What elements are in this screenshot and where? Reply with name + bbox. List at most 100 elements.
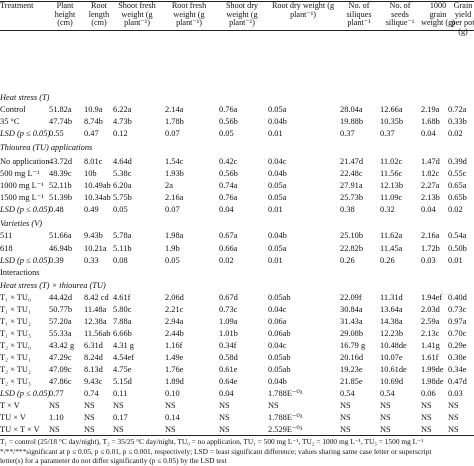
table-cell: 4.73b (113, 117, 132, 126)
table-cell: 0.76a (219, 193, 238, 202)
table-cell: 0.37 (340, 129, 355, 138)
table-cell: 0.02 (219, 256, 234, 265)
table-cell: 0.72a (448, 105, 467, 114)
table-cell: 12.38a (84, 317, 107, 326)
table-cell: 0.04 (421, 129, 436, 138)
table-cell: 4.31 g (113, 341, 134, 350)
row-label: TU × V (0, 413, 26, 422)
table-cell: 0.07 (165, 129, 180, 138)
table-cell: 8.74b (84, 117, 103, 126)
table-cell: 51.39b (49, 193, 73, 202)
table-cell: 51.82a (49, 105, 72, 114)
table-row: No application 43.72d 8.01c 4.64d 1.54c 0.42c… (0, 156, 474, 167)
column-header-line: weight (g (226, 9, 258, 19)
table-row: T₂ × TU₃ 47.86c 9.43c 5.15d 1.89d 0.64e 0.04b 2… (0, 376, 474, 387)
table-cell: 0.05 (113, 205, 128, 214)
column-header-line: Root (91, 1, 107, 10)
table-cell: 1.82c (421, 169, 440, 178)
table-cell: NS (165, 401, 176, 410)
table-cell: 1.01b (219, 329, 238, 338)
row-label: T₁ × TU₂ (0, 317, 31, 326)
section-heading: Thiourea (TU) applications (0, 143, 93, 152)
table-cell: 0.32 (380, 205, 395, 214)
column-header-grain_yield: Grain yield per pot (g) (448, 1, 474, 36)
table-cell: 11.48a (84, 305, 107, 314)
table-cell: 0.12 (113, 129, 128, 138)
table-cell: NS (380, 401, 391, 410)
table-row: 618 46.94b 10.21a 5.11b 1.9b 0.66a 0.05a 22.82b… (0, 243, 474, 254)
table-cell: 0.04 (421, 205, 436, 214)
table-cell: 0.42c (219, 157, 238, 166)
table-cell: 2.59a (421, 317, 440, 326)
table-cell: 2.44b (165, 329, 184, 338)
table-cell: 47.29c (49, 353, 72, 362)
table-cell: 19.88b (340, 117, 364, 126)
table-cell: NS (421, 425, 432, 434)
table-cell: 0.54 (340, 389, 355, 398)
row-label: T₁ × TU₁ (0, 305, 31, 314)
table-cell: 10.49ab (84, 181, 111, 190)
table-cell: 0.55c (448, 169, 467, 178)
table-cell: 0.26 (340, 256, 355, 265)
table-cell: 6.66b (113, 329, 132, 338)
table-cell: NS (84, 401, 95, 410)
column-header-line: Grain yield (453, 1, 473, 19)
table-cell: 7.88a (113, 317, 132, 326)
table-cell: 1.49e (165, 353, 184, 362)
table-cell: 0.05a (268, 193, 287, 202)
table-cell: 0.39 (49, 256, 64, 265)
table-cell: 47.09c (49, 365, 72, 374)
table-cell: NS (448, 425, 459, 434)
table-cell: 0.17 (113, 413, 128, 422)
footnote: letter(s) for a parameter do not differ … (0, 456, 227, 466)
table-cell: NS (448, 413, 459, 422)
header-rule (0, 30, 474, 31)
table-cell: 2.16a (421, 231, 440, 240)
table-cell: 0.04c (268, 305, 287, 314)
table-cell: 1.99de (421, 365, 444, 374)
table-cell: 11.56c (380, 169, 403, 178)
table-row: T₂ × TU₁ 47.29c 8.24d 4.54ef 1.49e 0.58d 0.05a… (0, 352, 474, 363)
column-header-line: Shoot fresh (118, 1, 156, 10)
column-header-line: (cm) (57, 18, 73, 28)
table-cell: 0.49 (84, 205, 99, 214)
table-cell: NS (219, 425, 230, 434)
table-cell: 0.04b (268, 377, 287, 386)
table-row: T₁ × TU₁ 50.77b 11.48a 5.80c 2.21c 0.73c 0.04c… (0, 304, 474, 315)
table-cell: 0.01 (268, 256, 283, 265)
table-row: TU × V 1.10 NS 0.17 0.14 NS 1.788E⁻⁰³ NS NS NS NS (0, 412, 474, 423)
column-header-root_dry: Root dry weight (g plant⁻¹) (268, 1, 338, 19)
section-heading: Varieties (V) (0, 219, 43, 228)
table-cell: 0.06 (421, 389, 436, 398)
lsd-row: LSD (p ≤ 0.05) 0.77 0.74 0.11 0.10 0.04 1.788E… (0, 388, 474, 399)
table-cell: 0.58d (219, 353, 238, 362)
table-cell: 11.45a (380, 244, 403, 253)
table-cell: 0.05 (219, 129, 234, 138)
table-cell: 1.76e (165, 365, 184, 374)
table-row: T₂ × TU₂ 47.09c 8.13d 4.75e 1.76e 0.61e 0.05ab… (0, 364, 474, 375)
row-label: T₁ × TU₀ (0, 293, 31, 302)
table-cell: 11.31d (380, 293, 403, 302)
table-cell: NS (448, 401, 459, 410)
table-cell: 19.23e (340, 365, 363, 374)
table-cell: NS (165, 425, 176, 434)
table-cell: 0.56b (219, 117, 238, 126)
table-cell: NS (421, 401, 432, 410)
table-cell: 0.65a (448, 181, 467, 190)
table-row: T₁ × TU₀ 44.42d 8.42 cd 4.61f 2.06d 0.67d 0.05… (0, 292, 474, 303)
column-header-root_fresh: Root fresh weight (g plant⁻¹) (165, 1, 213, 28)
column-header-line: No. of (348, 1, 370, 10)
column-header-line: weight (g (121, 9, 153, 19)
table-cell: 1.54c (165, 157, 184, 166)
table-cell: NS (113, 425, 124, 434)
column-header-line: No. of (389, 1, 411, 10)
table-cell: 1.98a (165, 231, 184, 240)
table-cell: 0.01 (448, 256, 463, 265)
table-cell: 10.34ab (84, 193, 111, 202)
column-header-line: siliques (346, 9, 372, 19)
row-label: 500 mg L⁻¹ (0, 169, 40, 178)
table-cell: 6.31d (84, 341, 103, 350)
table-cell: 0.66a (219, 244, 238, 253)
table-cell: 0.05ab (268, 353, 291, 362)
table-cell: 0.05ab (268, 365, 291, 374)
